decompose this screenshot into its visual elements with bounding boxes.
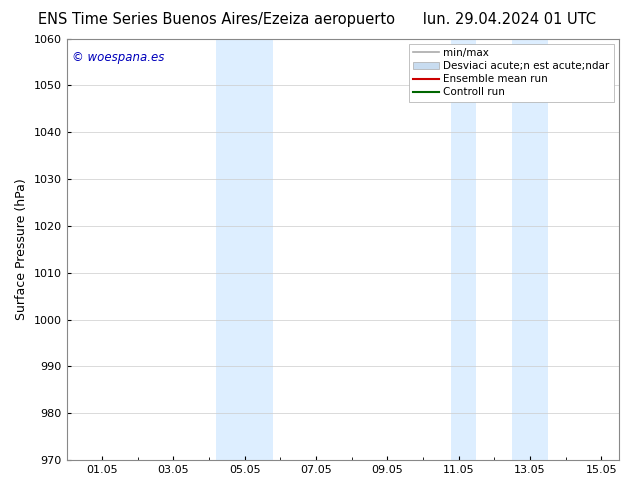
Bar [512, 39, 548, 460]
Text: © woespana.es: © woespana.es [72, 51, 164, 64]
Bar [451, 39, 476, 460]
Bar [245, 39, 273, 460]
Text: ENS Time Series Buenos Aires/Ezeiza aeropuerto      lun. 29.04.2024 01 UTC: ENS Time Series Buenos Aires/Ezeiza aero… [38, 12, 596, 27]
Bar [216, 39, 245, 460]
Legend: min/max, Desviaci acute;n est acute;ndar, Ensemble mean run, Controll run: min/max, Desviaci acute;n est acute;ndar… [409, 44, 614, 101]
Y-axis label: Surface Pressure (hPa): Surface Pressure (hPa) [15, 178, 28, 320]
